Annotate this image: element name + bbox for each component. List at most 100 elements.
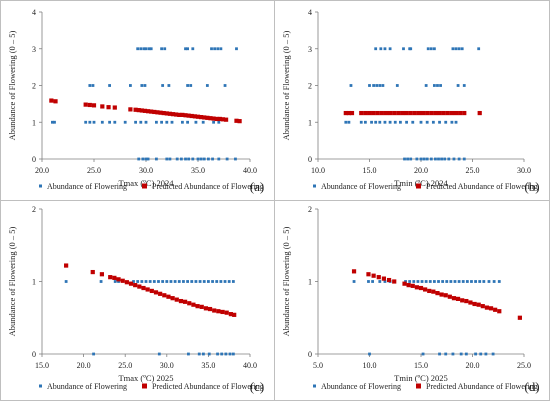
observed-point	[170, 120, 174, 124]
predicted-point	[375, 110, 380, 116]
observed-point	[207, 352, 211, 356]
y-tick-label: 0	[32, 350, 36, 359]
observed-point	[165, 157, 169, 161]
observed-point	[140, 84, 144, 87]
predicted-point	[112, 105, 117, 110]
observed-point	[198, 280, 202, 283]
x-axis-label: Tmin (ºC) 2024	[394, 178, 448, 188]
predicted-point	[371, 273, 376, 278]
predicted-point	[343, 110, 348, 116]
legend-label-predicted: Predicted Abundance of Flowering	[426, 382, 538, 391]
predicted-point	[445, 110, 450, 116]
observed-point	[447, 157, 451, 161]
observed-point	[224, 352, 228, 356]
predicted-point	[153, 290, 159, 295]
observed-point	[372, 84, 376, 87]
observed-point	[436, 84, 439, 87]
y-tick-label: 1	[32, 118, 36, 127]
observed-point	[165, 280, 169, 283]
observed-point	[223, 280, 227, 283]
observed-point	[477, 47, 481, 51]
observed-point	[219, 47, 223, 51]
observed-point	[409, 157, 413, 161]
x-tick-label: 25.0	[118, 361, 132, 370]
observed-point	[184, 157, 187, 161]
observed-point	[140, 280, 144, 283]
predicted-point	[177, 112, 182, 117]
observed-point	[464, 352, 468, 356]
predicted-point	[468, 300, 473, 305]
predicted-point	[53, 99, 58, 104]
legend-label-predicted: Predicted Abundance of Flowering	[426, 182, 538, 191]
observed-point	[429, 47, 433, 51]
observed-point	[207, 157, 210, 161]
y-tick-label: 0	[32, 155, 36, 164]
x-tick-label: 40.0	[243, 166, 257, 175]
x-tick-label: 25.0	[517, 361, 531, 370]
observed-point	[408, 280, 412, 283]
predicted-point	[412, 110, 417, 116]
predicted-point	[220, 117, 226, 122]
observed-point	[197, 352, 201, 356]
observed-point	[482, 280, 486, 283]
observed-point	[216, 47, 220, 51]
observed-point	[419, 120, 423, 124]
observed-point	[213, 47, 217, 51]
observed-point	[212, 120, 215, 124]
legend-marker-observed	[313, 384, 316, 388]
x-tick-label: 10.0	[311, 166, 325, 175]
predicted-point	[388, 110, 393, 116]
observed-point	[169, 280, 173, 283]
observed-point	[444, 120, 448, 124]
predicted-point	[381, 276, 387, 281]
observed-point	[152, 280, 156, 283]
predicted-point	[161, 110, 166, 116]
predicted-point	[423, 287, 428, 292]
y-tick-label: 2	[32, 205, 36, 214]
observed-point	[100, 120, 104, 124]
observed-point	[144, 47, 148, 51]
observed-point	[179, 157, 183, 161]
x-tick-label: 30.0	[160, 361, 174, 370]
observed-point	[199, 157, 203, 161]
predicted-point	[447, 294, 452, 299]
predicted-point	[420, 110, 426, 116]
observed-point	[155, 120, 158, 124]
observed-point	[144, 157, 148, 161]
legend-marker-predicted	[416, 383, 421, 389]
observed-point	[462, 84, 466, 87]
x-tick-label: 15.0	[414, 361, 428, 370]
x-tick-label: 15.0	[35, 361, 49, 370]
observed-point	[216, 352, 219, 356]
observed-point	[191, 47, 195, 51]
predicted-point	[108, 275, 113, 280]
predicted-point	[191, 302, 196, 307]
predicted-point	[383, 110, 389, 116]
predicted-point	[137, 284, 142, 289]
observed-point	[379, 47, 383, 51]
observed-point	[437, 157, 440, 161]
predicted-point	[472, 301, 477, 307]
observed-point	[141, 157, 145, 161]
predicted-point	[217, 116, 222, 122]
predicted-point	[186, 113, 191, 118]
legend-marker-observed	[39, 184, 42, 188]
observed-point	[424, 84, 428, 87]
observed-point	[167, 84, 171, 87]
observed-point	[123, 120, 127, 124]
observed-point	[487, 280, 491, 283]
observed-point	[144, 120, 148, 124]
observed-point	[187, 157, 191, 161]
observed-point	[137, 157, 141, 161]
predicted-point	[480, 304, 485, 309]
observed-point	[438, 120, 441, 124]
observed-point	[412, 280, 416, 283]
legend-label-observed: Abundance of Flowering	[321, 182, 401, 191]
predicted-point	[195, 114, 201, 119]
predicted-point	[346, 110, 351, 116]
predicted-point	[392, 279, 397, 284]
observed-point	[388, 120, 392, 124]
predicted-point	[162, 293, 167, 298]
observed-point	[202, 157, 206, 161]
